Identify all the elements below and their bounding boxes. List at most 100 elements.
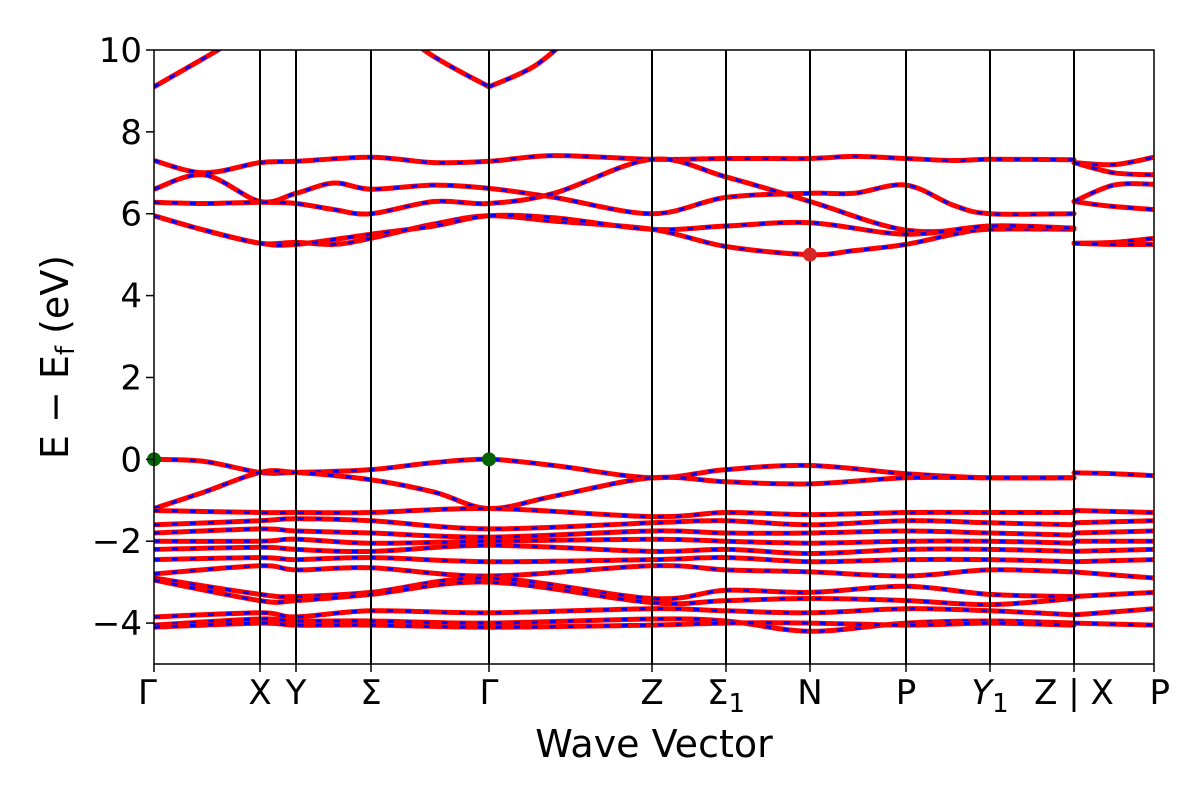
x-tick-label: N [797, 673, 822, 713]
band-36 [1071, 589, 1154, 599]
band-8-overlay [1073, 155, 1154, 167]
band-17 [154, 505, 1077, 520]
band-17-line [154, 505, 1077, 520]
band-2-overlay [488, 50, 558, 89]
band-20-line [154, 536, 1077, 546]
band-26 [154, 606, 1077, 620]
x-tick-label: Z [640, 673, 663, 713]
band-28-line [154, 620, 1077, 630]
band-19-line [154, 526, 1077, 540]
band-16-overlay [1073, 471, 1154, 478]
band-36-overlay [1073, 590, 1154, 598]
band-21 [154, 542, 1077, 556]
band-2 [486, 50, 560, 90]
band-38 [1071, 620, 1154, 628]
band-10-line [1071, 199, 1154, 213]
y-tick-label: −4 [92, 604, 142, 644]
cbm-marker-n [803, 247, 817, 262]
band-17-overlay [154, 506, 1074, 519]
band-18-line [154, 516, 1077, 532]
x-tick-label: Γ [480, 673, 499, 713]
kpoint-divider-lines [259, 50, 1075, 664]
band-22-line [154, 555, 1077, 565]
y-tick-label: −2 [92, 522, 142, 562]
band-5-overlay [154, 157, 1075, 234]
band-1 [154, 50, 492, 90]
band-3 [154, 153, 1077, 176]
band-38-overlay [1073, 621, 1154, 627]
y-tick-label: 6 [120, 195, 142, 235]
x-tick-label: Y [285, 673, 307, 713]
band-28 [154, 620, 1077, 630]
band-10 [1071, 199, 1154, 213]
x-tick-label: Γ [138, 673, 157, 713]
band-28-overlay [154, 621, 1075, 629]
x-tick-label: X [248, 673, 271, 713]
band-18-overlay [154, 517, 1075, 531]
band-31-overlay [1073, 529, 1154, 535]
band-1-overlay [154, 50, 490, 89]
band-30-overlay [1073, 519, 1154, 525]
y-tick-label: 0 [120, 440, 142, 480]
band-lines [154, 50, 1154, 634]
band-33-overlay [1073, 547, 1154, 553]
band-5 [154, 156, 1077, 235]
extrema-markers [147, 247, 817, 467]
band-9 [1071, 160, 1154, 178]
band-20 [154, 536, 1077, 546]
band-4 [154, 172, 1077, 217]
band-30 [1071, 518, 1154, 526]
band-6-overlay [154, 214, 1075, 257]
band-31 [1071, 528, 1154, 536]
band-3-overlay [154, 154, 1075, 175]
band-37 [1071, 606, 1154, 618]
x-tick-label: Σ1 [707, 673, 745, 719]
band-25 [154, 577, 1077, 608]
band-34-overlay [1073, 558, 1154, 564]
vbm-marker-gamma-mid [482, 452, 496, 467]
band-24 [154, 575, 1077, 602]
svg-text:E − Ef (eV): E − Ef (eV) [33, 255, 81, 459]
band-35 [1071, 569, 1154, 581]
band-9-overlay [1073, 161, 1154, 177]
band-19-overlay [154, 527, 1075, 539]
band-25-line [154, 577, 1077, 608]
band-34 [1071, 557, 1154, 565]
band-35-overlay [1073, 570, 1154, 580]
band-21-line [154, 542, 1077, 556]
x-axis-title: Wave Vector [535, 722, 773, 766]
y-tick-label: 10 [99, 31, 142, 71]
band-16 [1071, 470, 1154, 479]
y-axis-ticks: −4 −2 0 2 4 6 8 10 [92, 31, 154, 644]
x-tick-label: P [896, 673, 917, 713]
band-11 [1071, 181, 1154, 204]
band-22-overlay [154, 556, 1075, 564]
band-23 [154, 563, 1077, 579]
band-22 [154, 555, 1077, 565]
band-13 [1071, 240, 1154, 247]
y-tick-label: 8 [120, 113, 142, 153]
x-tick-label: Y1 [971, 673, 1008, 719]
x-tick-label: Z | X [1034, 673, 1114, 713]
band-19 [154, 526, 1077, 540]
band-26-overlay [154, 607, 1075, 619]
y-axis-title-unit: (eV) [33, 255, 77, 346]
x-axis-ticks: Γ X Y Σ Γ Z Σ1 N P Y1 Z | X P [138, 664, 1170, 719]
y-tick-label: 4 [120, 277, 142, 317]
y-axis-title-subscript: f [51, 345, 81, 355]
band-23-overlay [154, 564, 1075, 578]
band-33 [1071, 546, 1154, 554]
band-13-overlay [1073, 241, 1154, 246]
band-6 [154, 213, 1077, 258]
band-37-overlay [1073, 607, 1154, 617]
band-27 [154, 616, 1077, 634]
band-11-line [1071, 181, 1154, 204]
band-4-overlay [154, 173, 1075, 216]
x-tick-label: P [1149, 673, 1170, 713]
band-26-line [154, 606, 1077, 620]
band-21-overlay [154, 543, 1075, 556]
band-27-overlay [154, 617, 1075, 633]
band-2-line [486, 50, 560, 90]
band-18 [154, 516, 1077, 532]
